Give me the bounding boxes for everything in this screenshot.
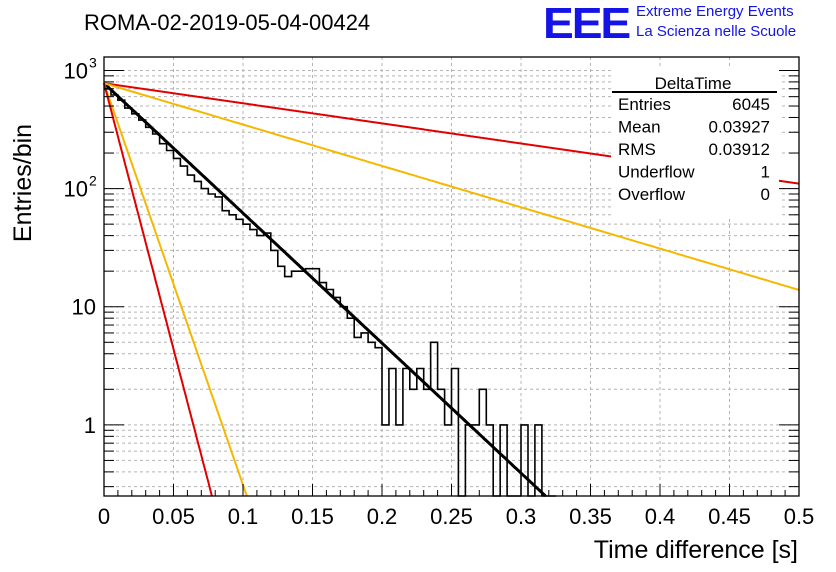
stats-row-label: Underflow [618,163,695,182]
x-tick-labels: 0 0.05 0.1 0.15 0.2 0.25 0.3 0.35 0.4 0.45 0.5 [98,504,814,529]
x-axis-label: Time difference [s] [594,536,798,564]
axis-ticks [103,69,800,496]
stats-rows: Entries 6045 Mean 0.03927 RMS 0.03912 Underflo… [618,95,770,204]
y-tick-label: 10 [64,58,88,83]
y-tick-exponent: 2 [89,173,97,189]
y-axis-label: Entries/bin [9,124,37,242]
x-tick-label: 0.25 [430,504,473,529]
stats-row-label: Entries [618,95,671,114]
x-tick-label: 0.05 [152,504,195,529]
x-tick-label: 0 [98,504,110,529]
stats-row-label: Mean [618,118,661,137]
stats-row-label: Overflow [618,185,686,204]
x-tick-label: 0.3 [506,504,537,529]
curves [102,82,800,498]
y-tick-label: 10 [72,295,96,320]
x-tick-label: 0.15 [291,504,334,529]
fit-curve-2 [103,82,800,291]
fit-curve-0 [102,82,547,498]
y-tick-exponent: 3 [89,54,97,70]
y-tick-label: 10 [64,177,88,202]
x-tick-label: 0.5 [784,504,815,529]
x-tick-label: 0.35 [569,504,612,529]
stats-row-label: RMS [618,140,656,159]
histogram-outline [104,88,556,497]
y-tick-label: 1 [84,413,96,438]
x-tick-label: 0.45 [708,504,751,529]
stats-row-value: 0.03927 [709,118,770,137]
x-tick-label: 0.4 [645,504,676,529]
org-name-line1: Extreme Energy Events [636,3,794,20]
page-title: ROMA-02-2019-05-04-00424 [84,10,371,35]
stats-box-name: DeltaTime [655,74,732,93]
grid [103,57,800,496]
histogram [104,88,556,497]
stats-box: DeltaTime Entries 6045 Mean 0.03927 RMS 0.039… [611,67,779,217]
fit-curve-3 [103,82,248,497]
stats-row-value: 0.03912 [709,140,770,159]
eee-logo: EEE [543,0,631,48]
stats-row-value: 1 [761,163,770,182]
stats-row-value: 6045 [732,95,770,114]
fit-curve-4 [103,82,213,497]
org-name-line2: La Scienza nelle Scuole [636,23,797,40]
stats-row-value: 0 [761,185,770,204]
x-tick-label: 0.2 [367,504,398,529]
x-tick-label: 0.1 [228,504,259,529]
